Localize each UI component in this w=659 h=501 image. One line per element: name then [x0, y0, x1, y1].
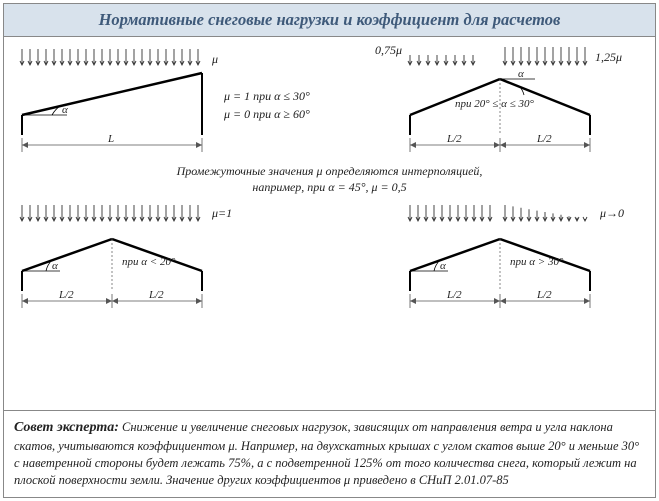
mid-note-line2: например, при α = 45°, μ = 0,5 — [252, 180, 406, 194]
roof-slope — [22, 73, 202, 115]
svg-text:L/2: L/2 — [148, 289, 164, 301]
advice-label: Совет эксперта: — [14, 420, 119, 435]
diagram-single-slope: μ α L — [12, 43, 222, 161]
equations-top-left: μ = 1 при α ≤ 30° μ = 0 при α ≥ 60° — [222, 43, 310, 123]
advice-block: Совет эксперта: Снижение и увеличение сн… — [4, 411, 655, 497]
diagram-gable-uniform: μ=1 α при α < 20° — [12, 199, 312, 317]
outer-frame: Нормативные снеговые нагрузки и коэффици… — [3, 3, 656, 498]
mu-right: 1,25μ — [595, 50, 622, 64]
panel-top-left: μ α L — [12, 43, 315, 161]
svg-text:α: α — [518, 68, 524, 80]
svg-text:α: α — [52, 260, 58, 272]
condition-br: при α > 30° — [510, 256, 564, 268]
page-title: Нормативные снеговые нагрузки и коэффици… — [99, 10, 561, 29]
row-top: μ α L — [12, 43, 647, 161]
mid-note-line1: Промежуточные значения μ определяются ин… — [177, 164, 483, 178]
svg-text:L/2: L/2 — [58, 289, 74, 301]
title-bar: Нормативные снеговые нагрузки и коэффици… — [4, 4, 655, 37]
mu-label-br: μ→0 — [599, 206, 624, 220]
mu-left: 0,75μ — [375, 43, 402, 57]
diagram-area: μ α L — [4, 37, 655, 411]
svg-text:L/2: L/2 — [536, 289, 552, 301]
svg-text:L/2: L/2 — [536, 133, 552, 145]
row-bottom: μ=1 α при α < 20° — [12, 199, 647, 317]
svg-text:L/2: L/2 — [446, 289, 462, 301]
mu-label-bl: μ=1 — [211, 206, 232, 220]
alpha-label: α — [62, 104, 68, 116]
eq-1: μ = 1 при α ≤ 30° — [224, 87, 310, 105]
panel-top-right: 0,75μ 1,25μ α — [345, 43, 648, 161]
mu-label: μ — [211, 52, 218, 66]
svg-text:L/2: L/2 — [446, 133, 462, 145]
panel-bottom-left: μ=1 α при α < 20° — [12, 199, 315, 317]
span-label: L — [107, 133, 114, 145]
diagram-gable-fade: μ→0 α при α > 30° — [345, 199, 645, 317]
mid-note: Промежуточные значения μ определяются ин… — [12, 163, 647, 195]
eq-2: μ = 0 при α ≥ 60° — [224, 105, 310, 123]
diagram-gable-asym: 0,75μ 1,25μ α — [345, 43, 645, 161]
panel-bottom-right: μ→0 α при α > 30° — [345, 199, 648, 317]
svg-text:α: α — [440, 260, 446, 272]
condition: при 20° ≤ α ≤ 30° — [455, 98, 534, 110]
condition-bl: при α < 20° — [122, 256, 176, 268]
